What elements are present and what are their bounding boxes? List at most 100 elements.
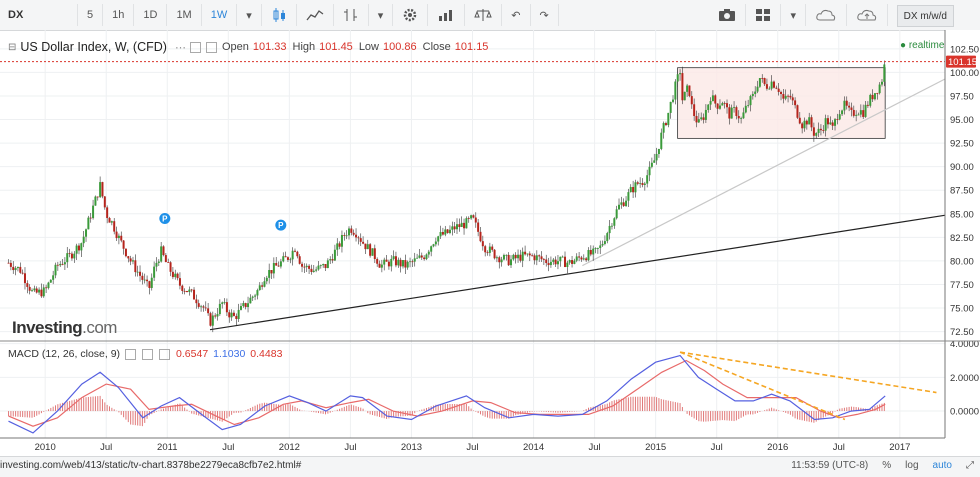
indicators-dropdown[interactable]: ▾ [369,4,394,26]
legend-toggle-icon[interactable] [189,41,201,53]
candle-body [214,315,217,317]
layout-button[interactable] [746,4,782,26]
macd-trendline [679,351,846,421]
indicators-button[interactable] [334,4,369,26]
percent-toggle[interactable]: % [882,460,892,471]
legend-close-icon[interactable] [205,41,217,53]
main-legend: ⊟ US Dollar Index, W, (CFD) ⋯ Open 101.33… [8,40,490,54]
candle-body [359,238,362,242]
candle-body [446,229,449,233]
candle-body [209,313,212,326]
range-rectangle[interactable] [677,67,886,139]
candle-body [427,251,430,255]
candle-body [31,290,34,292]
log-toggle[interactable]: log [905,460,919,471]
candle-body [193,289,196,300]
time-tick-label: 2012 [279,442,300,453]
chevron-down-icon: ▾ [377,9,384,22]
interval-1d[interactable]: 1D [134,4,168,26]
candle-body [742,112,745,119]
legend-options-icon[interactable]: ⋯ [174,41,186,54]
candle-body [108,218,111,223]
macd-settings-icon[interactable] [125,348,137,360]
markers[interactable]: PP [159,212,287,231]
candle-body [399,259,402,267]
cloud-load-button[interactable] [847,4,888,26]
candle-body [524,251,527,255]
candle-body [683,91,686,101]
candle-body [336,243,339,250]
scale-button[interactable] [465,4,503,26]
price-chart[interactable]: 72.50 75.00 77.50 80.00 82.50 85.00 87.50 90.00… [0,30,980,456]
candle-body [319,265,322,267]
cloud-save-icon [816,9,836,21]
time-tick-label: Jul [222,442,234,453]
cloud-save-button[interactable] [806,4,847,26]
symbol-tag[interactable]: DX m/w/d [896,5,954,27]
screenshot-button[interactable] [709,4,747,26]
candle-body [376,259,379,264]
candle-body [726,103,729,108]
candle-body [110,221,113,223]
candle-body [68,253,71,254]
chart-style-button[interactable] [262,4,297,26]
candle-body [477,222,480,232]
compare-button[interactable] [428,4,466,26]
last-price-label: 101.15 [948,57,977,68]
undo-button[interactable]: ↶ [502,4,531,26]
settings-button[interactable] [393,4,429,26]
candle-body [277,265,280,267]
candle-body [702,117,705,120]
interval-1w[interactable]: 1W [202,4,238,26]
candle-body [345,235,348,237]
macd-tick-label: 4.0000 [950,339,979,350]
redo-button[interactable]: ↷ [531,4,559,26]
candle-body [615,209,618,219]
symbol-search[interactable]: DX [0,4,78,26]
interval-1h[interactable]: 1h [103,4,135,26]
candle-body [221,302,224,304]
candle-body [263,281,266,287]
indicators-icon [343,9,357,21]
candle-body [324,264,327,269]
fullscreen-icon[interactable]: ⤢ [966,460,974,471]
candle-body [223,302,226,303]
candle-body [841,110,844,115]
candle-body [873,93,876,100]
candle-body [12,266,15,271]
candle-body [798,117,801,124]
macd-close-icon[interactable] [159,348,171,360]
candle-body [871,94,874,100]
candle-body [453,226,456,230]
candle-body [824,118,827,131]
interval-1m[interactable]: 1M [167,4,202,26]
trendlines[interactable] [209,76,949,331]
candle-body [723,103,726,104]
candle-body [791,97,794,101]
candle-body [66,253,69,263]
candle-body [498,257,501,263]
price-axis[interactable]: 72.50 75.00 77.50 80.00 82.50 85.00 87.50 90.00… [944,30,980,438]
logo-brand: Investing [12,318,83,337]
candle-body [448,229,451,233]
layout-dropdown[interactable]: ▾ [781,4,806,26]
candle-body [225,302,228,313]
camera-icon [719,9,736,21]
candle-body [106,207,109,219]
candle-body [23,273,26,284]
macd-toggle-icon[interactable] [142,348,154,360]
interval-5[interactable]: 5 [78,4,104,26]
candle-body [190,289,193,291]
time-axis[interactable]: 2010 Jul 2011 Jul 2012 Jul 2013 Jul 2014 Jul 2015 J… [0,437,945,453]
collapse-icon[interactable]: ⊟ [8,41,17,53]
candle-body [256,290,259,296]
interval-dropdown[interactable]: ▾ [237,4,262,26]
candle-body [859,110,862,115]
candle-body [70,253,73,259]
auto-toggle[interactable]: auto [932,460,952,471]
candle-body [796,105,799,118]
candle-body [418,255,421,258]
line-chart-button[interactable] [297,4,334,26]
candle-body [94,196,97,206]
candle-body [33,288,36,291]
